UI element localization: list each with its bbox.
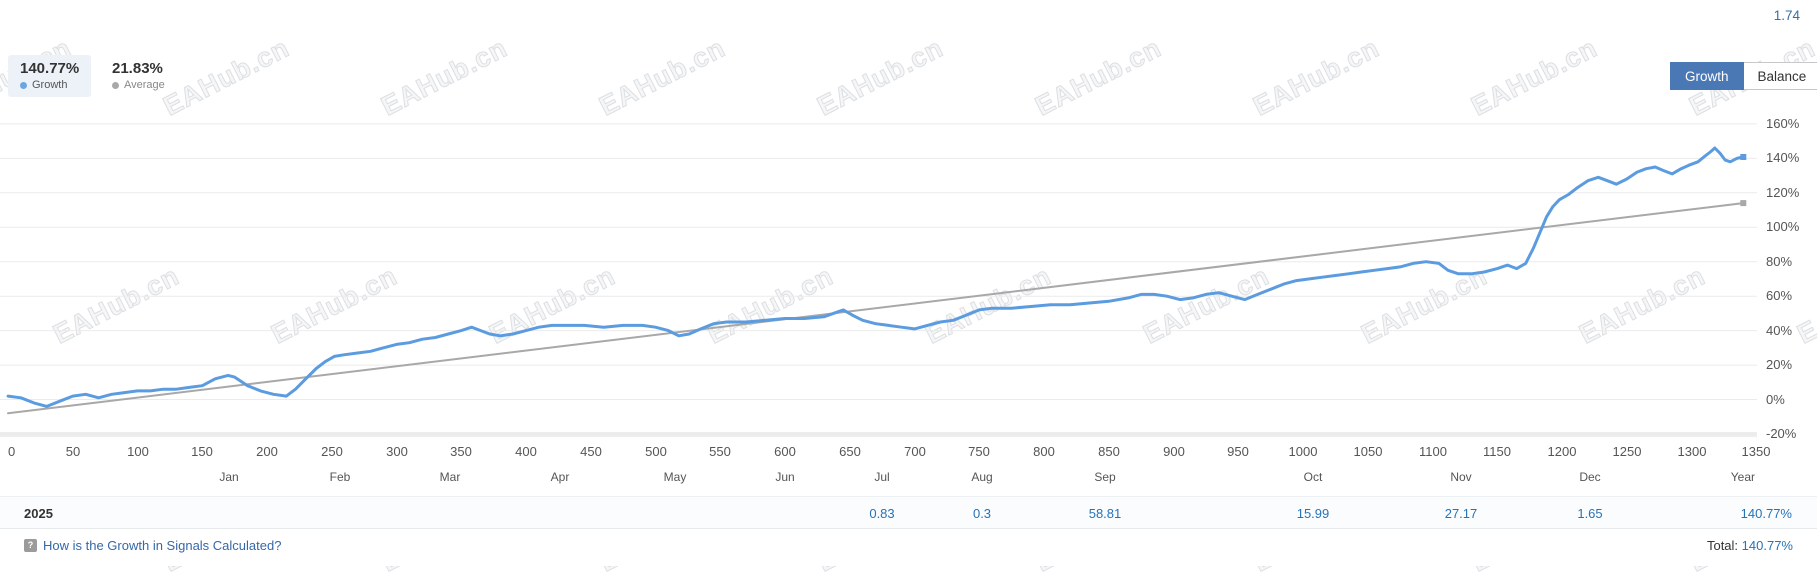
- x-tick-label: 900: [1163, 444, 1185, 459]
- month-label-may: May: [663, 470, 687, 484]
- month-label-apr: Apr: [550, 470, 570, 484]
- month-value-dec: 1.65: [1577, 506, 1603, 521]
- x-tick-label: 350: [450, 444, 472, 459]
- growth-label: Growth: [32, 79, 68, 91]
- y-tick-label: 160%: [1766, 115, 1800, 131]
- x-tick-label: 650: [839, 444, 861, 459]
- x-tick-label: 1000: [1288, 444, 1318, 459]
- month-value-sep: 58.81: [1088, 506, 1122, 521]
- average-line: [7, 202, 1745, 415]
- y-tick-label: 20%: [1766, 357, 1793, 373]
- y-tick-label: 0%: [1766, 391, 1785, 407]
- growth-chart-canvas[interactable]: [0, 95, 1760, 440]
- month-label-jun: Jun: [775, 470, 795, 484]
- x-tick-label: 550: [709, 444, 731, 459]
- x-tick-label: 1200: [1547, 444, 1577, 459]
- x-tick-label: 1350: [1741, 444, 1771, 459]
- month-value-nov: 27.17: [1444, 506, 1478, 521]
- average-end-marker: [1740, 200, 1747, 207]
- average-label: Average: [124, 79, 165, 91]
- total-value: 140.77%: [1741, 538, 1793, 553]
- total-label: Total:: [1706, 538, 1739, 553]
- signals-growth-page: { "header": { "corner_value": "1.74" }, …: [0, 8, 1817, 578]
- month-label-oct: Oct: [1303, 470, 1323, 484]
- x-tick-label: 600: [774, 444, 796, 459]
- year-total-value: 140.77%: [1740, 506, 1792, 521]
- x-tick-label: 800: [1033, 444, 1055, 459]
- x-tick-label: 1250: [1612, 444, 1642, 459]
- chart-mode-toggle: Growth Balance: [1670, 62, 1817, 90]
- help-icon[interactable]: ?: [24, 539, 37, 552]
- month-label-dec: Dec: [1579, 470, 1601, 484]
- x-tick-label: 500: [645, 444, 667, 459]
- x-tick-label: 250: [321, 444, 343, 459]
- x-tick-label: 100: [127, 444, 149, 459]
- y-tick-label: 100%: [1766, 219, 1800, 235]
- month-value-aug: 0.3: [972, 506, 992, 521]
- x-tick-label: 700: [904, 444, 926, 459]
- growth-percent-value: 140.77%: [20, 60, 80, 77]
- chart-svg: [0, 123, 1757, 437]
- y-tick-label: 40%: [1766, 322, 1793, 338]
- x-tick-label: 850: [1098, 444, 1120, 459]
- x-tick-label: 150: [191, 444, 213, 459]
- legend-average[interactable]: 21.83% Average: [100, 55, 177, 97]
- x-tick-label: 750: [968, 444, 990, 459]
- month-label-year: Year: [1730, 470, 1755, 484]
- growth-line: [6, 146, 1745, 408]
- tab-balance[interactable]: Balance: [1743, 62, 1817, 90]
- growth-end-marker: [1740, 154, 1747, 160]
- month-label-nov: Nov: [1450, 470, 1472, 484]
- x-tick-label: 300: [386, 444, 408, 459]
- year-stats-row: 2025 0.83 0.3 58.81 15.99 27.17 1.65 140.77%: [0, 496, 1817, 529]
- y-tick-label: 60%: [1766, 288, 1793, 304]
- growth-help-link[interactable]: How is the Growth in Signals Calculated?: [43, 538, 282, 553]
- legend-growth[interactable]: 140.77% Growth: [8, 55, 92, 97]
- x-tick-label: 0: [8, 444, 16, 459]
- month-label-aug: Aug: [971, 470, 993, 484]
- y-tick-label: 140%: [1766, 150, 1800, 166]
- y-tick-label: 120%: [1766, 184, 1800, 200]
- x-tick-label: 200: [256, 444, 278, 459]
- month-label-sep: Sep: [1094, 470, 1116, 484]
- footer-bar: ? How is the Growth in Signals Calculate…: [0, 529, 1817, 566]
- month-label-jul: Jul: [874, 470, 890, 484]
- month-label-feb: Feb: [329, 470, 351, 484]
- x-tick-label: 950: [1227, 444, 1249, 459]
- x-tick-label: 450: [580, 444, 602, 459]
- tab-growth[interactable]: Growth: [1670, 62, 1744, 90]
- average-percent-value: 21.83%: [112, 60, 163, 77]
- month-value-jul: 0.83: [869, 506, 895, 521]
- x-tick-label: 1300: [1677, 444, 1707, 459]
- growth-dot-icon: [20, 81, 27, 89]
- x-tick-label: 400: [515, 444, 537, 459]
- month-value-oct: 15.99: [1296, 506, 1330, 521]
- x-tick-label: 50: [65, 444, 81, 459]
- x-tick-label: 1100: [1419, 444, 1447, 459]
- x-tick-label: 1150: [1483, 444, 1511, 459]
- total-wrap: Total: 140.77%: [1707, 538, 1793, 553]
- corner-value: 1.74: [1773, 8, 1800, 23]
- average-dot-icon: [112, 81, 119, 89]
- x-tick-label: 1050: [1353, 444, 1383, 459]
- year-label: 2025: [24, 506, 53, 521]
- month-label-jan: Jan: [219, 470, 239, 484]
- y-tick-label: 80%: [1766, 253, 1793, 269]
- month-label-mar: Mar: [439, 470, 461, 484]
- y-tick-label: -20%: [1766, 425, 1797, 441]
